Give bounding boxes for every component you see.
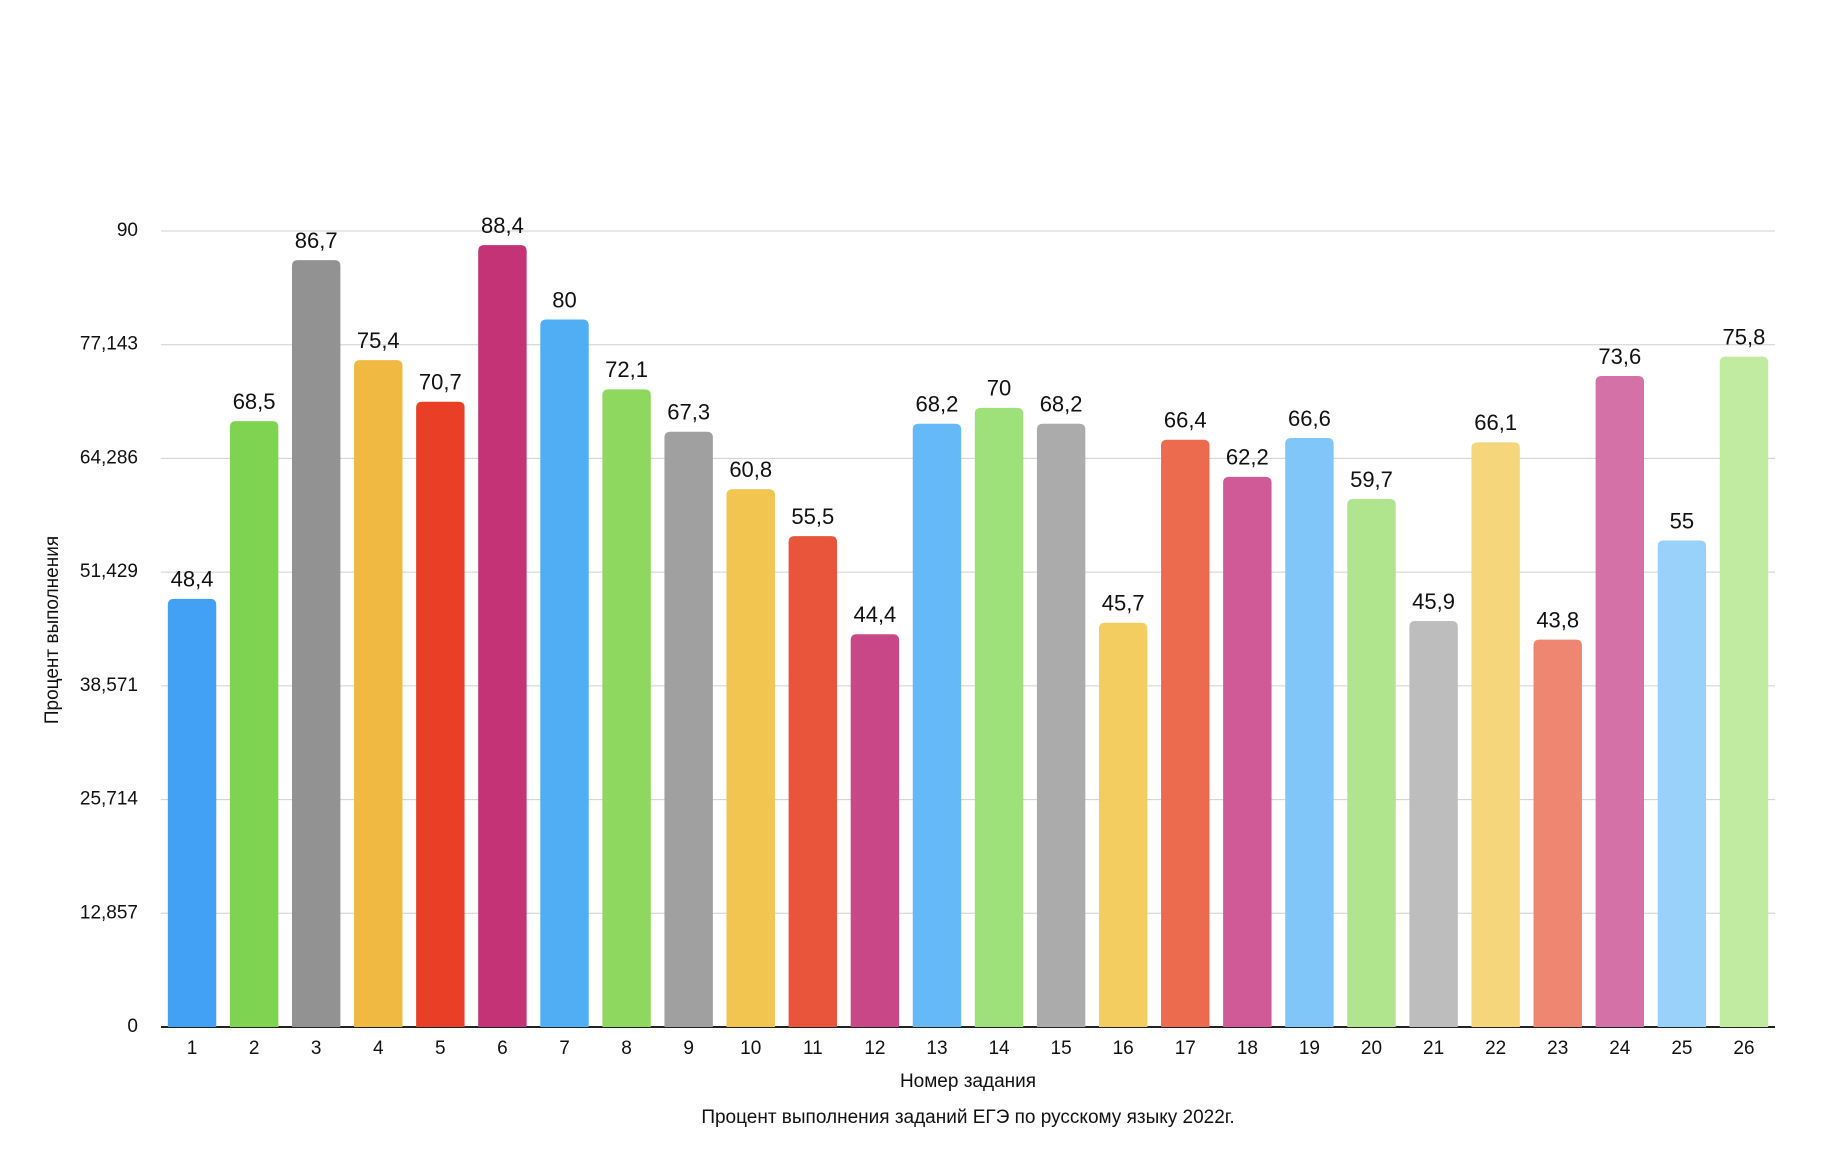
x-tick-label: 9 <box>683 1038 694 1059</box>
value-label: 62,2 <box>1226 445 1269 470</box>
x-tick-label: 13 <box>926 1038 947 1059</box>
bar <box>540 319 589 1027</box>
bar <box>788 536 838 1027</box>
bar <box>1409 621 1458 1027</box>
bar <box>912 423 962 1027</box>
bar <box>354 360 403 1027</box>
value-label: 70 <box>987 376 1011 401</box>
value-label: 70,7 <box>419 370 462 395</box>
x-tick-label: 11 <box>803 1038 823 1059</box>
value-label: 73,6 <box>1598 344 1641 369</box>
y-tick-label: 0 <box>127 1016 138 1037</box>
x-tick-label: 10 <box>740 1038 761 1059</box>
bar <box>1533 639 1582 1027</box>
value-label: 88,4 <box>481 213 524 238</box>
y-tick-label: 38,571 <box>80 675 138 696</box>
bar <box>229 421 279 1028</box>
x-tick-label: 16 <box>1113 1038 1134 1059</box>
y-tick-label: 64,286 <box>80 447 138 468</box>
value-label: 86,7 <box>295 228 338 253</box>
value-label: 67,3 <box>667 400 710 425</box>
x-tick-label: 23 <box>1547 1038 1568 1059</box>
bar <box>1098 622 1148 1027</box>
value-label: 60,8 <box>729 457 772 482</box>
x-axis-label: Номер задания <box>900 1071 1036 1092</box>
x-tick-label: 7 <box>559 1038 570 1059</box>
x-tick-label: 3 <box>311 1038 322 1059</box>
x-tick-label: 4 <box>373 1038 384 1059</box>
chart-title: Процент выполнения заданий ЕГЭ по русско… <box>701 1107 1234 1128</box>
value-label: 66,4 <box>1164 408 1207 433</box>
x-tick-label: 12 <box>864 1038 885 1059</box>
bar <box>974 407 1024 1027</box>
y-tick-label: 12,857 <box>80 902 138 923</box>
bar <box>1657 540 1707 1027</box>
bar <box>602 389 651 1027</box>
x-tick-label: 17 <box>1175 1038 1196 1059</box>
value-label: 45,7 <box>1102 591 1145 616</box>
x-tick-label: 26 <box>1733 1038 1754 1059</box>
bar <box>478 245 527 1027</box>
bar <box>1161 439 1210 1027</box>
bar <box>1036 423 1086 1027</box>
value-label: 68,5 <box>233 389 276 414</box>
value-label: 43,8 <box>1536 607 1579 632</box>
bar <box>850 634 900 1027</box>
bar <box>416 401 465 1028</box>
value-label: 55 <box>1670 508 1694 533</box>
bar <box>1595 376 1645 1027</box>
bar <box>664 431 713 1027</box>
y-tick-label: 51,429 <box>80 561 138 582</box>
x-tick-label: 20 <box>1361 1038 1382 1059</box>
x-tick-label: 1 <box>187 1038 198 1059</box>
value-label: 44,4 <box>853 602 896 627</box>
bar <box>291 260 341 1028</box>
x-tick-label: 5 <box>435 1038 446 1059</box>
x-tick-label: 22 <box>1485 1038 1506 1059</box>
x-tick-label: 18 <box>1237 1038 1258 1059</box>
x-tick-label: 25 <box>1671 1038 1692 1059</box>
value-label: 72,1 <box>605 357 648 382</box>
bar <box>1223 476 1272 1027</box>
bar <box>1347 498 1396 1027</box>
x-tick-label: 24 <box>1609 1038 1631 1059</box>
y-axis-label: Процент выполнения <box>42 536 63 724</box>
x-tick-label: 19 <box>1299 1038 1320 1059</box>
value-label: 68,2 <box>1040 392 1083 417</box>
value-label: 68,2 <box>916 392 959 417</box>
value-label: 66,6 <box>1288 406 1331 431</box>
y-tick-label: 77,143 <box>80 334 138 355</box>
x-tick-label: 2 <box>249 1038 260 1059</box>
value-label: 66,1 <box>1474 410 1517 435</box>
value-label: 59,7 <box>1350 467 1393 492</box>
value-label: 48,4 <box>171 567 214 592</box>
bar <box>1285 437 1334 1028</box>
x-tick-label: 6 <box>497 1038 508 1059</box>
value-label: 75,4 <box>357 328 400 353</box>
bar <box>1471 442 1520 1028</box>
x-tick-label: 15 <box>1051 1038 1072 1059</box>
value-label: 55,5 <box>791 504 834 529</box>
value-label: 80 <box>552 287 576 312</box>
bar <box>167 598 217 1027</box>
x-tick-label: 21 <box>1423 1038 1444 1059</box>
x-tick-label: 14 <box>988 1038 1010 1059</box>
y-tick-label: 90 <box>117 220 138 241</box>
value-label: 75,8 <box>1723 324 1766 349</box>
value-label: 45,9 <box>1412 589 1455 614</box>
y-tick-label: 25,714 <box>80 789 139 810</box>
bar <box>1719 356 1769 1027</box>
bar <box>726 489 775 1027</box>
x-tick-label: 8 <box>621 1038 632 1059</box>
